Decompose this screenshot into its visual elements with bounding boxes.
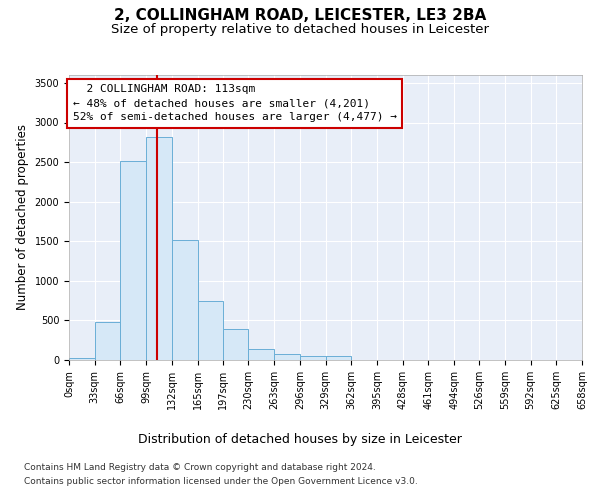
Text: 2, COLLINGHAM ROAD, LEICESTER, LE3 2BA: 2, COLLINGHAM ROAD, LEICESTER, LE3 2BA	[114, 8, 486, 22]
Text: Distribution of detached houses by size in Leicester: Distribution of detached houses by size …	[138, 432, 462, 446]
Bar	[274, 354, 300, 360]
Bar	[300, 356, 325, 360]
Text: Contains HM Land Registry data © Crown copyright and database right 2024.: Contains HM Land Registry data © Crown c…	[24, 462, 376, 471]
Bar	[197, 300, 223, 360]
Bar	[248, 348, 274, 360]
Bar	[223, 329, 248, 360]
Bar	[146, 136, 172, 360]
Text: Contains public sector information licensed under the Open Government Licence v3: Contains public sector information licen…	[24, 478, 418, 486]
Bar	[172, 240, 197, 360]
Bar	[121, 162, 146, 360]
Bar	[95, 322, 121, 360]
Text: Size of property relative to detached houses in Leicester: Size of property relative to detached ho…	[111, 22, 489, 36]
Y-axis label: Number of detached properties: Number of detached properties	[16, 124, 29, 310]
Bar	[325, 356, 351, 360]
Text: 2 COLLINGHAM ROAD: 113sqm
← 48% of detached houses are smaller (4,201)
52% of se: 2 COLLINGHAM ROAD: 113sqm ← 48% of detac…	[73, 84, 397, 122]
Bar	[69, 358, 95, 360]
